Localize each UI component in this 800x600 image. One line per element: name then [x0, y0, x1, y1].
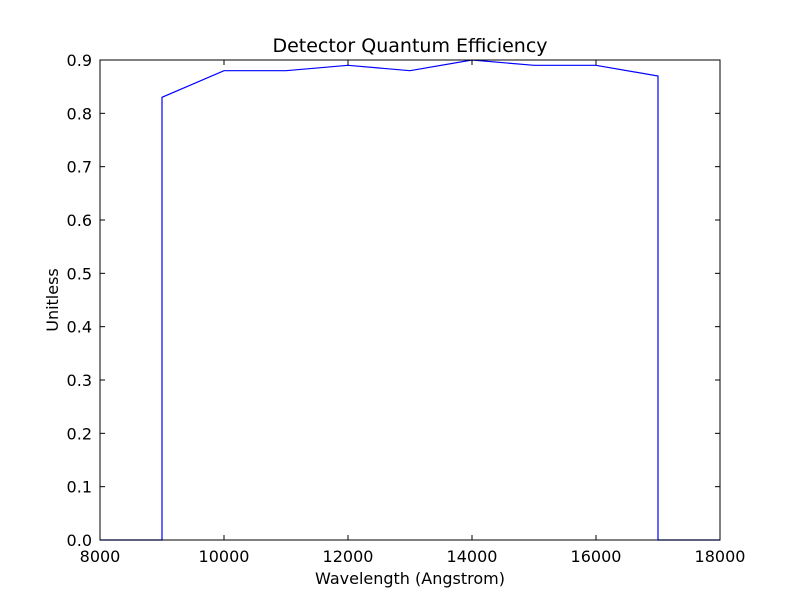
y-tick-label: 0.1	[67, 478, 92, 497]
x-axis-label: Wavelength (Angstrom)	[315, 569, 505, 588]
x-tick-label: 12000	[323, 547, 374, 566]
y-tick-label: 0.0	[67, 531, 92, 550]
x-tick-label: 14000	[447, 547, 498, 566]
y-tick-label: 0.2	[67, 424, 92, 443]
y-axis: 0.0 0.1 0.2 0.3 0.4 0.5 0.6 0.7 0.8 0.9	[67, 51, 720, 550]
plot-frame	[99, 59, 721, 541]
chart-title: Detector Quantum Efficiency	[272, 35, 547, 57]
x-axis: 8000 10000 12000 14000 16000 18000	[80, 60, 746, 566]
x-tick-label: 18000	[695, 547, 746, 566]
x-tick-label: 10000	[199, 547, 250, 566]
y-tick-label: 0.3	[67, 371, 92, 390]
x-tick-label: 8000	[80, 547, 121, 566]
y-tick-label: 0.8	[67, 104, 92, 123]
series-line-0	[100, 59, 720, 541]
y-tick-label: 0.7	[67, 158, 92, 177]
y-tick-label: 0.4	[67, 318, 92, 337]
plot-area	[99, 59, 721, 541]
y-tick-label: 0.9	[67, 51, 92, 70]
y-tick-label: 0.6	[67, 211, 92, 230]
y-axis-label: Unitless	[43, 268, 62, 332]
x-tick-label: 16000	[571, 547, 622, 566]
y-tick-label: 0.5	[67, 264, 92, 283]
